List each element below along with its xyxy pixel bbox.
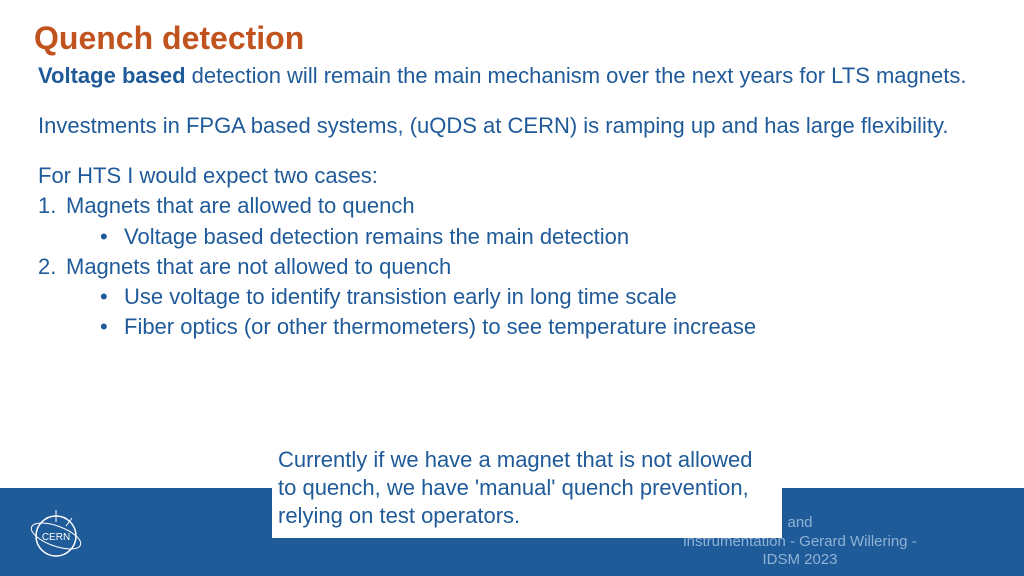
sublist-2-text-1: Use voltage to identify transistion earl… xyxy=(124,284,677,309)
footer-line-3: IDSM 2023 xyxy=(610,551,990,570)
para1-rest: detection will remain the main mechanism… xyxy=(186,63,967,88)
list-num-1: 1. xyxy=(38,192,66,220)
sublist-2-item-1: •Use voltage to identify transistion ear… xyxy=(100,283,978,311)
bullet-icon: • xyxy=(100,223,124,251)
cern-logo-icon: CERN xyxy=(28,508,84,564)
sublist-2-text-2: Fiber optics (or other thermometers) to … xyxy=(124,314,756,339)
sublist-2: •Use voltage to identify transistion ear… xyxy=(100,283,978,341)
sublist-1-text-1: Voltage based detection remains the main… xyxy=(124,224,629,249)
list-num-2: 2. xyxy=(38,253,66,281)
sublist-1: •Voltage based detection remains the mai… xyxy=(100,223,978,251)
list-text-1: Magnets that are allowed to quench xyxy=(66,193,415,218)
sublist-1-item-1: •Voltage based detection remains the mai… xyxy=(100,223,978,251)
paragraph-1: Voltage based detection will remain the … xyxy=(38,62,978,90)
logo-label: CERN xyxy=(42,532,70,543)
list-item-2: 2.Magnets that are not allowed to quench… xyxy=(38,253,978,341)
paragraph-3: For HTS I would expect two cases: xyxy=(38,162,978,190)
bullet-icon: • xyxy=(100,313,124,341)
list-item-1: 1.Magnets that are allowed to quench •Vo… xyxy=(38,192,978,250)
paragraph-2: Investments in FPGA based systems, (uQDS… xyxy=(38,112,978,140)
sublist-2-item-2: •Fiber optics (or other thermometers) to… xyxy=(100,313,978,341)
bullet-icon: • xyxy=(100,283,124,311)
list-text-2: Magnets that are not allowed to quench xyxy=(66,254,451,279)
para1-bold: Voltage based xyxy=(38,63,186,88)
note-box: Currently if we have a magnet that is no… xyxy=(272,442,782,538)
slide-title: Quench detection xyxy=(34,20,304,57)
ordered-list: 1.Magnets that are allowed to quench •Vo… xyxy=(38,192,978,341)
slide-body: Voltage based detection will remain the … xyxy=(38,62,978,343)
slide: Quench detection Voltage based detection… xyxy=(0,0,1024,576)
